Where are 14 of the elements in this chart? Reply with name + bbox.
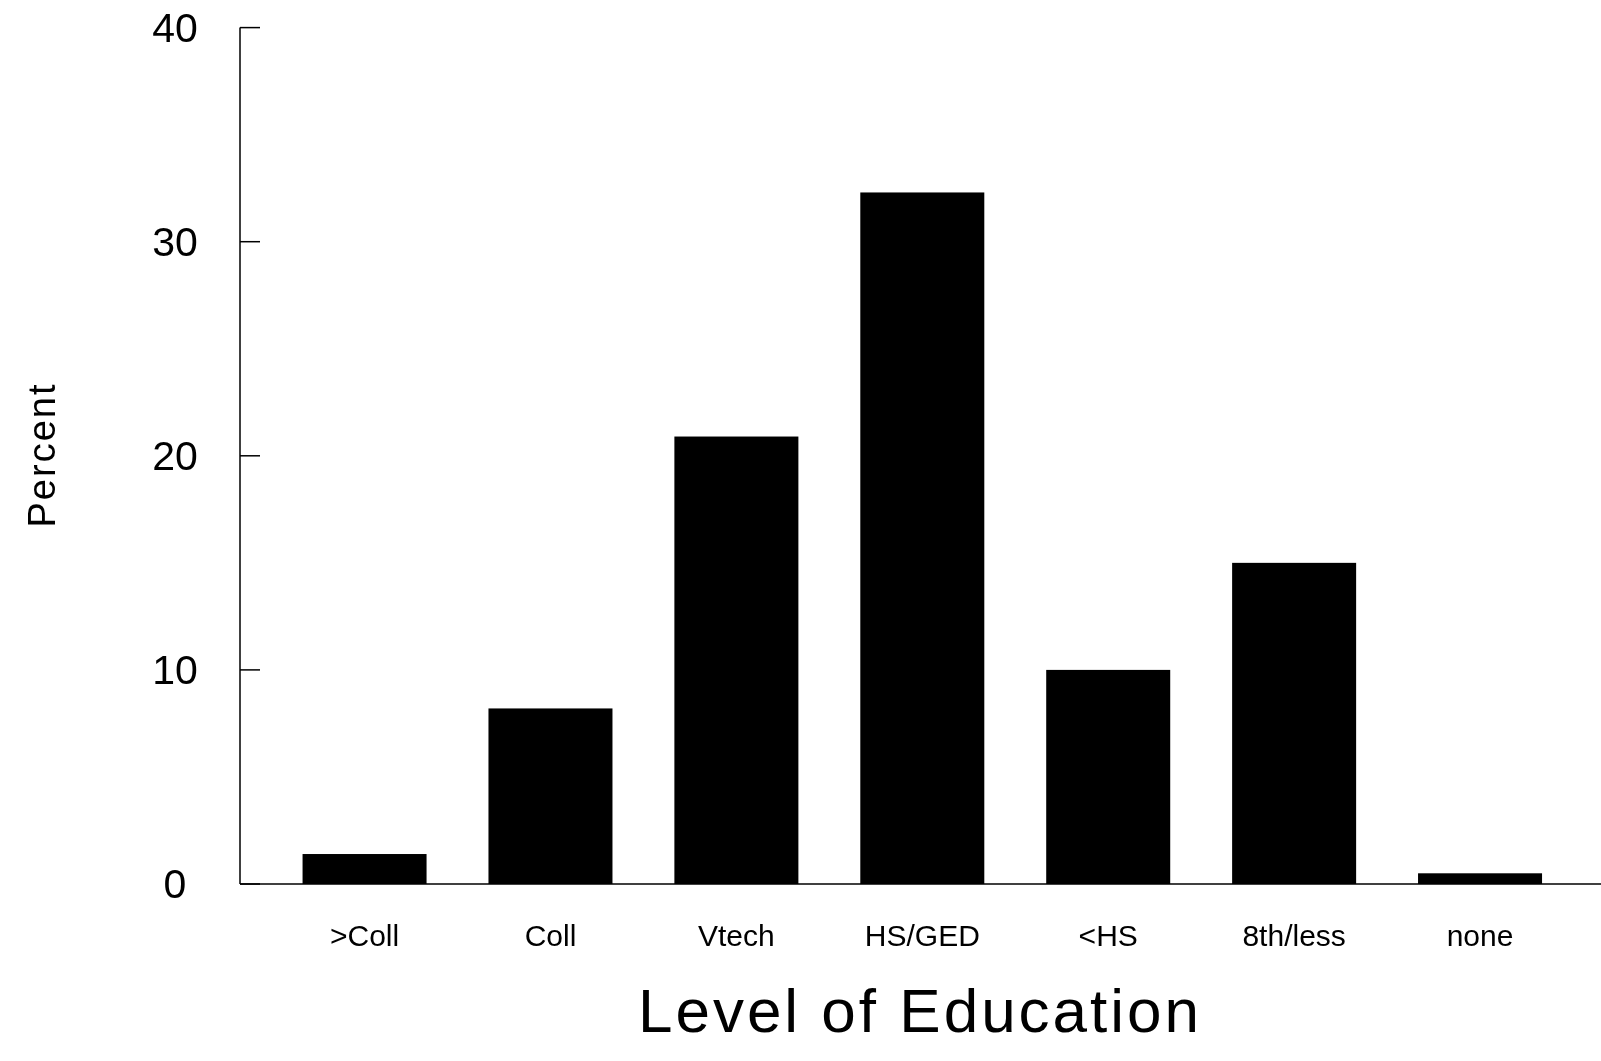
y-tick-label: 40: [152, 4, 198, 51]
x-tick-label: >Coll: [329, 918, 400, 952]
y-tick-label: 30: [152, 218, 198, 265]
y-tick-label: 10: [152, 646, 198, 693]
x-tick-label: Coll: [524, 918, 577, 952]
x-tick-label: none: [1446, 918, 1514, 952]
x-tick-label: 8th/less: [1242, 918, 1346, 952]
x-axis-title: Level of Education: [637, 976, 1203, 1045]
x-tick-label: <HS: [1078, 918, 1138, 952]
x-tick-label: Vtech: [698, 918, 775, 952]
x-tick-label: HS/GED: [864, 918, 980, 952]
y-axis-title: Percent: [21, 382, 63, 528]
y-tick-label: 20: [152, 432, 198, 479]
y-tick-label: 0: [163, 861, 187, 907]
